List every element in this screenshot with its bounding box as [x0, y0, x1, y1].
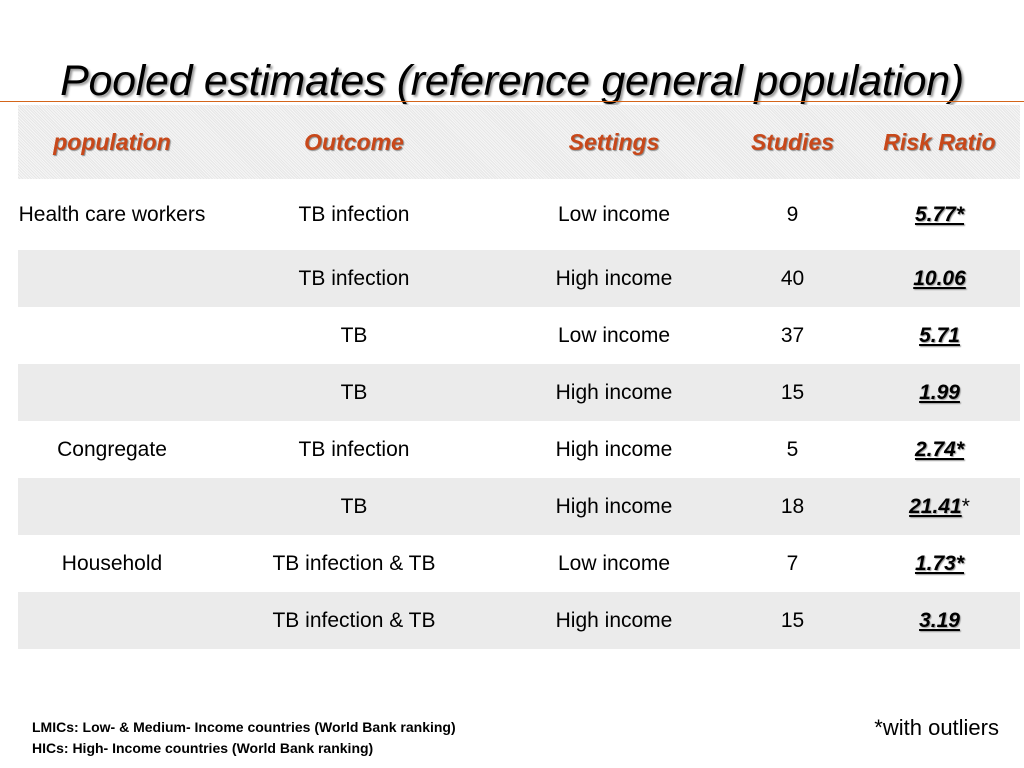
settings-cell: Low income	[557, 323, 671, 347]
studies-cell: 7	[786, 551, 799, 575]
risk-ratio-suffix: *	[961, 494, 970, 518]
outcome-cell: TB infection	[298, 437, 410, 461]
settings-cell: Low income	[557, 202, 671, 226]
risk-ratio-value: 3.19	[919, 608, 960, 632]
table-row: TB infection & TB High income 15 3.19	[18, 592, 1020, 649]
header-settings: Settings	[568, 128, 660, 155]
risk-ratio-cell: 1.73*	[859, 535, 1020, 592]
table-row: Household TB infection & TB Low income 7…	[18, 535, 1020, 592]
pooled-estimates-table: population Outcome Settings Studies Risk…	[18, 105, 1020, 649]
risk-ratio-cell: 21.41*	[859, 478, 1020, 535]
settings-cell: High income	[555, 494, 673, 518]
header-studies: Studies	[750, 128, 835, 155]
risk-ratio-value: 1.73*	[914, 551, 965, 575]
risk-ratio-value: 21.41	[909, 494, 962, 518]
studies-cell: 5	[786, 437, 799, 461]
risk-ratio-value: 2.74*	[914, 437, 965, 461]
table-row: TB infection High income 40 10.06	[18, 250, 1020, 307]
table-row: TB High income 18 21.41*	[18, 478, 1020, 535]
outcome-cell: TB	[340, 380, 368, 404]
outcome-cell: TB infection & TB	[272, 551, 436, 575]
risk-ratio-cell: 10.06	[859, 250, 1020, 307]
population-cell	[18, 364, 206, 421]
population-cell	[18, 478, 206, 535]
population-cell	[18, 250, 206, 307]
outcome-cell: TB infection & TB	[272, 608, 436, 632]
header-outcome: Outcome	[304, 128, 404, 155]
outcome-cell: TB	[340, 494, 368, 518]
risk-ratio-value: 1.99	[919, 380, 960, 404]
population-cell: Household	[61, 551, 163, 575]
risk-ratio-cell: 5.77*	[859, 179, 1020, 250]
outcome-cell: TB	[340, 323, 368, 347]
outcome-cell: TB infection	[298, 266, 410, 290]
studies-cell: 15	[780, 608, 805, 632]
studies-cell: 37	[780, 323, 805, 347]
footnotes-definitions: LMICs: Low- & Medium- Income countries (…	[32, 717, 456, 759]
header-risk-ratio: Risk Ratio	[883, 128, 996, 155]
header-population: population	[53, 128, 171, 155]
title-divider	[0, 101, 1024, 102]
table-row: TB Low income 37 5.71	[18, 307, 1020, 364]
population-cell	[18, 592, 206, 649]
population-cell: Health care workers	[18, 202, 206, 226]
footnote-lmics: LMICs: Low- & Medium- Income countries (…	[32, 719, 456, 735]
table-row: Congregate TB infection High income 5 2.…	[18, 421, 1020, 478]
risk-ratio-cell: 2.74*	[859, 421, 1020, 478]
risk-ratio-cell: 1.99	[859, 364, 1020, 421]
risk-ratio-cell: 5.71	[859, 307, 1020, 364]
table-header-row: population Outcome Settings Studies Risk…	[18, 105, 1020, 179]
risk-ratio-value: 5.71	[919, 323, 960, 347]
settings-cell: Low income	[557, 551, 671, 575]
footnote-hics: HICs: High- Income countries (World Bank…	[32, 740, 374, 756]
slide-title: Pooled estimates (reference general popu…	[60, 56, 964, 105]
settings-cell: High income	[555, 608, 673, 632]
studies-cell: 9	[786, 202, 799, 226]
settings-cell: High income	[555, 266, 673, 290]
settings-cell: High income	[555, 437, 673, 461]
population-cell: Congregate	[57, 437, 167, 461]
population-cell	[18, 307, 206, 364]
risk-ratio-value: 10.06	[913, 266, 966, 290]
footnote-outliers: *with outliers	[874, 715, 999, 740]
settings-cell: High income	[555, 380, 673, 404]
studies-cell: 18	[780, 494, 805, 518]
risk-ratio-cell: 3.19	[859, 592, 1020, 649]
studies-cell: 15	[780, 380, 805, 404]
table-row: TB High income 15 1.99	[18, 364, 1020, 421]
table-row: Health care workers TB infection Low inc…	[18, 179, 1020, 250]
outcome-cell: TB infection	[298, 202, 410, 226]
studies-cell: 40	[780, 266, 805, 290]
risk-ratio-value: 5.77*	[914, 202, 965, 226]
